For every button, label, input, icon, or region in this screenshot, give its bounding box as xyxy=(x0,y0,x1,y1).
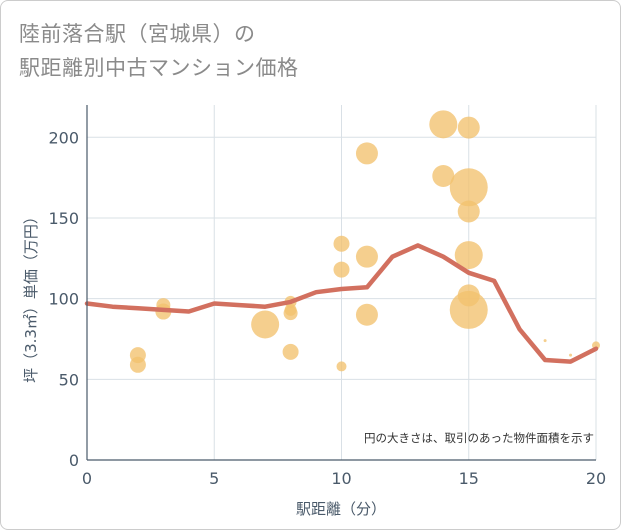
data-bubble xyxy=(449,290,488,329)
data-bubble xyxy=(355,303,378,326)
line-layer xyxy=(84,243,599,364)
data-bubble xyxy=(449,168,488,207)
chart-title: 陸前落合駅（宮城県）の 駅距離別中古マンション価格 xyxy=(19,17,299,85)
data-bubble xyxy=(429,110,458,139)
y-axis-title: 坪（3.3㎡）単価（万円） xyxy=(22,209,40,383)
data-bubble xyxy=(432,165,455,187)
x-tick-label: 5 xyxy=(209,469,219,488)
bubble-size-note: 円の大きさは、取引のあった物件面積を示す xyxy=(364,431,594,445)
axis-labels: 駅距離（分） 坪（3.3㎡）単価（万円） 円の大きさは、取引のあった物件面積を示… xyxy=(22,209,594,518)
y-tick-label: 100 xyxy=(48,290,79,309)
data-bubble xyxy=(251,310,280,339)
x-tick-label: 0 xyxy=(82,469,92,488)
x-tick-label: 10 xyxy=(331,469,351,488)
x-axis-title: 駅距離（分） xyxy=(296,500,386,518)
y-tick-label: 150 xyxy=(48,209,79,228)
y-tick-label: 50 xyxy=(59,370,79,389)
x-tick-label: 20 xyxy=(586,469,606,488)
data-bubble xyxy=(457,200,480,223)
x-tick-label: 15 xyxy=(459,469,479,488)
data-bubble xyxy=(333,261,350,278)
bubble-layer xyxy=(129,110,600,373)
average-price-line xyxy=(84,243,599,364)
data-bubble xyxy=(355,142,378,165)
data-bubble xyxy=(333,235,350,252)
axes: 0 50 100 150 200 0 5 10 15 20 xyxy=(48,105,606,488)
data-bubble xyxy=(129,356,146,373)
y-tick-label: 0 xyxy=(69,451,79,470)
grid-lines xyxy=(87,105,597,460)
data-bubble xyxy=(543,339,547,343)
data-bubble xyxy=(454,241,483,270)
data-bubble xyxy=(569,353,573,357)
chart-title-line1: 陸前落合駅（宮城県）の xyxy=(19,22,256,46)
data-bubble xyxy=(336,361,347,372)
data-bubble xyxy=(283,306,298,321)
data-bubble xyxy=(355,245,378,268)
y-tick-label: 200 xyxy=(48,128,79,147)
data-bubble xyxy=(282,343,299,360)
data-bubble xyxy=(457,116,480,139)
chart-title-line2: 駅距離別中古マンション価格 xyxy=(19,56,299,80)
